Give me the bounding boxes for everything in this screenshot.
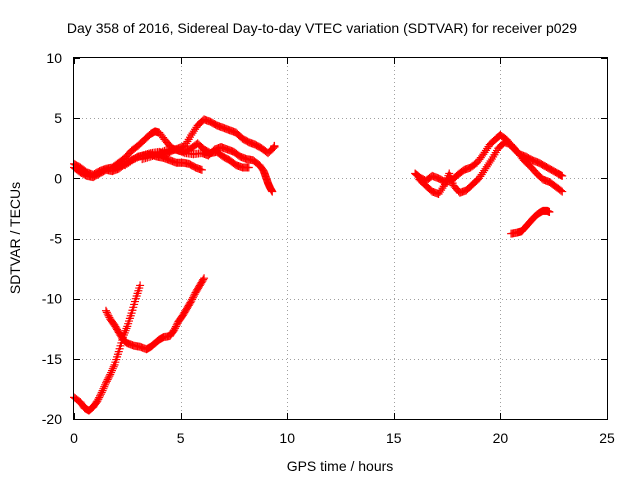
data-point-marker (558, 187, 567, 196)
data-point-marker (104, 311, 113, 320)
x-tick-labels: 0 5 10 15 20 25 (70, 430, 615, 446)
series-track-c-peak-at-6h (121, 115, 279, 170)
data-point-marker (171, 322, 180, 331)
data-point-marker (171, 324, 180, 333)
plot-frame (73, 57, 608, 420)
series-track-h-late-lower (415, 138, 567, 198)
data-point-marker (107, 366, 116, 375)
data-point-marker (103, 310, 112, 319)
y-tick-label: 5 (54, 110, 62, 126)
data-point-marker (200, 274, 209, 283)
data-point-marker (189, 292, 198, 301)
data-point-marker (162, 146, 171, 155)
x-tick-label: 5 (177, 430, 185, 446)
data-point-marker (179, 148, 188, 157)
data-point-marker (104, 373, 113, 382)
series-track-f-dip-then-rise (101, 274, 209, 354)
data-point-marker (105, 372, 114, 381)
data-point-marker (129, 155, 138, 164)
chart-title: Day 358 of 2016, Sidereal Day-to-day VTE… (67, 20, 577, 36)
data-point-marker (556, 186, 565, 195)
data-point-marker (106, 370, 115, 379)
data-point-marker (244, 163, 253, 172)
data-point-marker (101, 380, 110, 389)
data-point-marker (160, 146, 169, 155)
data-point-marker (101, 306, 110, 315)
data-point-marker (103, 375, 112, 384)
data-point-marker (151, 150, 160, 159)
series-track-i-late-arc (507, 206, 554, 238)
y-tick-label: -10 (42, 291, 62, 307)
x-axis-label: GPS time / hours (287, 458, 394, 474)
data-point-marker (156, 148, 165, 157)
data-point-marker (102, 377, 111, 386)
y-tick-label: -15 (42, 351, 62, 367)
data-point-marker (148, 151, 157, 160)
data-point-marker (107, 368, 116, 377)
data-point-marker (268, 187, 277, 196)
data-point-marker (170, 325, 179, 334)
grid-lines (74, 58, 607, 419)
data-point-marker (177, 147, 186, 156)
data-point-marker (174, 146, 183, 155)
y-axis-label: SDTVAR / TECUs (7, 182, 23, 294)
data-point-marker (197, 165, 206, 174)
data-point-marker (545, 208, 554, 217)
x-tick-label: 15 (386, 430, 402, 446)
data-point-marker (96, 390, 105, 399)
data-point-marker (96, 391, 105, 400)
series-track-e-rising-steep (70, 281, 145, 415)
data-point-marker (102, 308, 111, 317)
data-point-marker (187, 297, 196, 306)
x-tick-label: 20 (493, 430, 509, 446)
data-point-marker (155, 149, 164, 158)
data-point-marker (109, 362, 118, 371)
data-point-marker (133, 153, 142, 162)
data-point-marker (175, 146, 184, 155)
data-point-marker (98, 386, 107, 395)
x-tick-label: 0 (70, 430, 78, 446)
data-point-marker (95, 393, 104, 402)
series-track-d-mid-band (138, 143, 277, 196)
data-point-marker (158, 147, 167, 156)
data-point-marker (270, 141, 279, 150)
data-point-marker (101, 378, 110, 387)
y-tick-label: -5 (50, 231, 63, 247)
data-point-marker (558, 171, 567, 180)
data-point-marker (100, 382, 109, 391)
data-point-marker (188, 295, 197, 304)
y-tick-label: -20 (42, 411, 62, 427)
x-tick-label: 10 (279, 430, 295, 446)
y-tick-label: 0 (54, 170, 62, 186)
data-point-marker (188, 293, 197, 302)
data-point-marker (146, 152, 155, 161)
data-point-marker (94, 395, 103, 404)
data-point-marker (108, 364, 117, 373)
x-tick-label: 25 (599, 430, 615, 446)
data-point-marker (439, 182, 448, 191)
data-point-marker (136, 281, 145, 290)
data-point-marker (172, 320, 181, 329)
data-point-marker (93, 396, 102, 405)
data-point-marker (486, 157, 495, 166)
data-point-marker (150, 151, 159, 160)
data-point-marker (199, 275, 208, 284)
data-point-marker (99, 384, 108, 393)
data-point-marker (127, 156, 136, 165)
data-point-marker (153, 149, 162, 158)
y-tick-labels: -20 -15 -10 -5 0 5 10 (42, 50, 62, 427)
y-tick-label: 10 (46, 50, 62, 66)
data-point-marker (172, 145, 181, 154)
data-series (70, 115, 567, 415)
data-point-marker (97, 388, 106, 397)
data-point-marker (131, 154, 140, 163)
